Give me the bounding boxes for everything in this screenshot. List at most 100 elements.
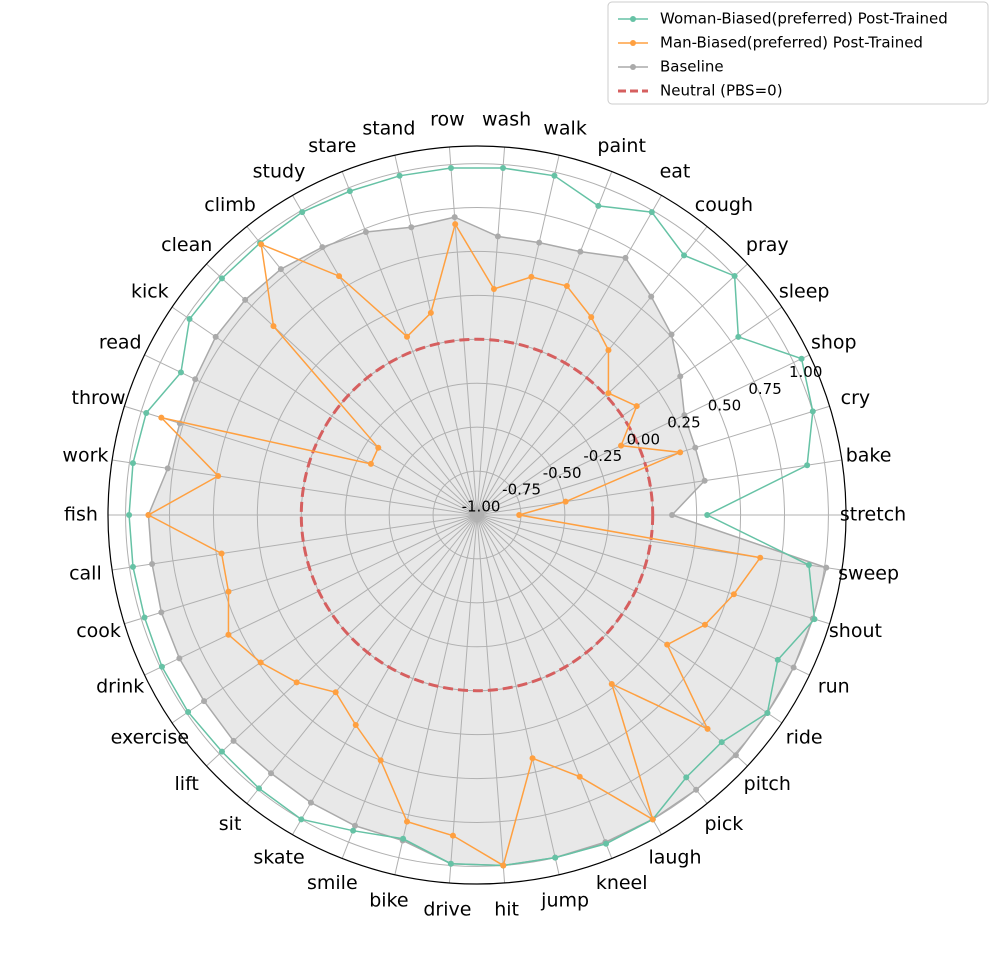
category-label: bike <box>369 890 408 912</box>
point <box>798 355 805 362</box>
spoke <box>394 155 478 516</box>
point <box>664 641 671 648</box>
category-label: sleep <box>779 280 830 302</box>
r-tick-label: 0.25 <box>667 413 700 431</box>
category-label: paint <box>597 135 645 157</box>
spoke <box>476 146 506 516</box>
point <box>367 460 374 467</box>
spoke <box>206 263 478 516</box>
point <box>528 273 535 280</box>
point <box>668 331 675 338</box>
point <box>516 512 523 518</box>
r-tick-label: 1.00 <box>789 363 822 381</box>
point <box>192 376 199 383</box>
spoke <box>476 155 560 516</box>
point <box>718 739 725 746</box>
category-label: read <box>99 332 142 354</box>
spoke <box>476 514 842 571</box>
legend-label: Neutral (PBS=0) <box>660 82 783 100</box>
category-label: study <box>253 161 306 183</box>
legend-marker <box>630 64 636 70</box>
point <box>149 560 156 567</box>
legend-label: Man-Biased(preferred) Post-Trained <box>660 34 923 52</box>
category-label: run <box>818 675 850 697</box>
category-label: shout <box>829 620 882 642</box>
point <box>648 293 655 300</box>
point <box>704 725 711 732</box>
category-label: stare <box>308 135 356 157</box>
category-label: clean <box>161 234 212 256</box>
point <box>396 172 403 179</box>
point <box>129 460 136 467</box>
category-label: stand <box>362 117 415 139</box>
category-label: wash <box>482 109 531 131</box>
point <box>605 347 612 354</box>
r-tick-label: 0.00 <box>627 430 660 448</box>
category-label: drive <box>423 898 471 920</box>
point <box>701 477 708 484</box>
category-label: walk <box>543 117 586 139</box>
point <box>677 373 684 380</box>
spoke <box>144 354 478 516</box>
point <box>648 209 655 216</box>
point <box>126 512 133 518</box>
point <box>352 721 359 728</box>
point <box>823 564 830 571</box>
spoke <box>206 514 478 767</box>
point <box>669 512 676 518</box>
point <box>404 818 411 825</box>
point <box>277 266 284 273</box>
spoke <box>171 514 478 724</box>
point <box>451 214 458 221</box>
category-label: sit <box>219 813 242 835</box>
point <box>608 680 615 687</box>
category-label: fish <box>64 504 98 526</box>
spoke <box>144 514 478 676</box>
point <box>529 755 536 762</box>
spoke <box>476 514 748 767</box>
point <box>268 770 275 777</box>
reference-line <box>299 337 655 693</box>
point <box>352 822 359 829</box>
spoke <box>112 459 478 516</box>
point <box>811 616 818 623</box>
spoke <box>448 514 478 884</box>
point <box>622 254 629 261</box>
point <box>681 252 688 259</box>
category-label: shop <box>811 332 857 354</box>
point <box>346 188 353 195</box>
spoke <box>124 514 478 625</box>
legend-label: Baseline <box>660 58 724 76</box>
category-label: jump <box>540 890 589 912</box>
category-label: skate <box>253 846 304 868</box>
point <box>809 408 816 415</box>
spoke <box>476 514 506 884</box>
category-label: climb <box>204 194 256 216</box>
category-label: throw <box>72 387 126 409</box>
point <box>692 444 699 451</box>
spoke <box>476 171 613 516</box>
point <box>683 774 690 781</box>
r-tick-label: -1.00 <box>462 498 501 516</box>
point <box>576 773 583 780</box>
point <box>218 550 225 557</box>
category-label: sweep <box>838 563 899 585</box>
point <box>633 403 640 410</box>
r-tick-label: 0.50 <box>708 397 741 415</box>
point <box>225 588 232 595</box>
point <box>257 659 264 666</box>
spoke <box>476 514 830 625</box>
spoke <box>246 226 478 516</box>
point <box>145 512 152 518</box>
spoke <box>476 514 560 875</box>
point <box>490 285 497 292</box>
category-label: cough <box>695 194 753 216</box>
point <box>186 316 193 323</box>
point <box>319 244 326 251</box>
point <box>536 239 543 246</box>
point <box>185 708 192 715</box>
point <box>704 512 711 518</box>
category-label: cry <box>841 387 871 409</box>
point <box>577 248 584 255</box>
